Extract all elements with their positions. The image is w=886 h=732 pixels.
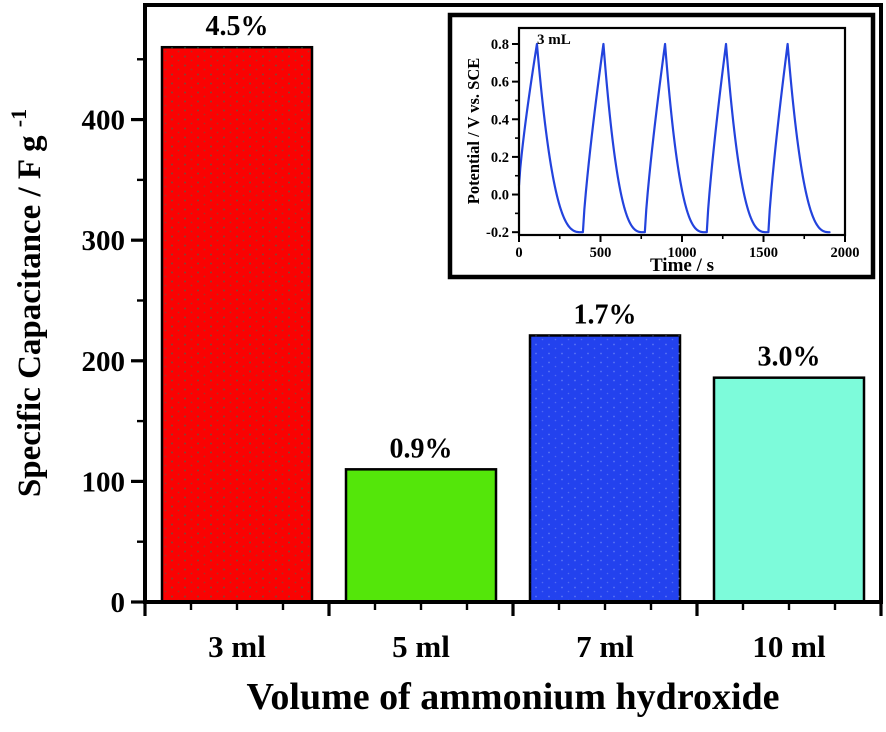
inset-x-tick-label: 0 (515, 245, 522, 261)
y-tick-label: 300 (82, 225, 126, 257)
bar-value-label: 1.7% (574, 299, 637, 330)
y-tick-label: 100 (82, 466, 126, 498)
inset-y-tick-label: 0.2 (491, 150, 509, 166)
inset-y-axis-title: Potential / V vs. SCE (464, 58, 483, 205)
bar-value-labels: 4.5% 0.9% 1.7% 3.0% (206, 11, 821, 464)
y-tick-label: 400 (82, 105, 126, 137)
main-tick-labels: 3 ml 5 ml 7 ml 10 ml 0 100 200 300 400 (82, 105, 826, 664)
bar-10-ml (712, 376, 866, 604)
y-tick-label: 200 (82, 346, 126, 378)
bar-value-label: 3.0% (758, 342, 821, 373)
bars-group (160, 45, 866, 604)
main-axis-ticks (131, 58, 883, 616)
inset-x-tick-label: 1000 (668, 245, 697, 261)
main-plot-frame (143, 3, 883, 604)
inset-y-tick-label: 0.8 (491, 37, 509, 53)
bar-texture-3-ml (162, 47, 312, 603)
bar-value-label: 4.5% (206, 11, 269, 42)
inset-y-tick-label: 0.0 (491, 188, 509, 204)
x-category-label: 10 ml (752, 629, 826, 664)
y-axis-title: Specific Capacitance / F g -1 (6, 109, 48, 497)
y-axis-title-main: Specific Capacitance / F g (12, 135, 48, 497)
y-tick-label: 0 (111, 587, 126, 619)
x-category-label: 5 ml (392, 629, 450, 664)
x-category-label: 3 ml (208, 629, 266, 664)
inset-border-box (447, 12, 876, 280)
inset-x-tick-label: 2000 (831, 245, 860, 261)
inset-series-annotation: 3 mL (537, 32, 571, 48)
inset-x-tick-label: 1500 (749, 245, 778, 261)
main-bar-chart: 3 ml 5 ml 7 ml 10 ml 0 100 200 300 400 4.5% 0.9% 1… (6, 3, 883, 718)
bar-value-label: 0.9% (390, 433, 453, 464)
x-category-label: 7 ml (576, 629, 634, 664)
bar-texture-7-ml (530, 335, 680, 602)
inset-x-tick-label: 500 (590, 245, 612, 261)
gcd-curve (517, 42, 831, 234)
y-axis-title-superscript: -1 (6, 109, 31, 127)
inset-tick-labels: -0.2 0.0 0.2 0.4 0.6 0.8 0 500 1000 1500 2000 (486, 37, 859, 261)
inset-line-chart: -0.2 0.0 0.2 0.4 0.6 0.8 0 500 1000 1500 2000 Time… (447, 12, 876, 280)
inset-x-axis-title: Time / s (650, 255, 714, 276)
inset-y-tick-label: 0.4 (491, 112, 509, 128)
inset-y-tick-label: 0.6 (491, 75, 509, 91)
bar-5-ml (344, 468, 498, 604)
x-axis-title: Volume of ammonium hydroxide (246, 676, 779, 718)
inset-axis-ticks (512, 42, 846, 242)
inset-plot-frame (517, 26, 847, 237)
inset-y-tick-label: -0.2 (486, 225, 509, 241)
